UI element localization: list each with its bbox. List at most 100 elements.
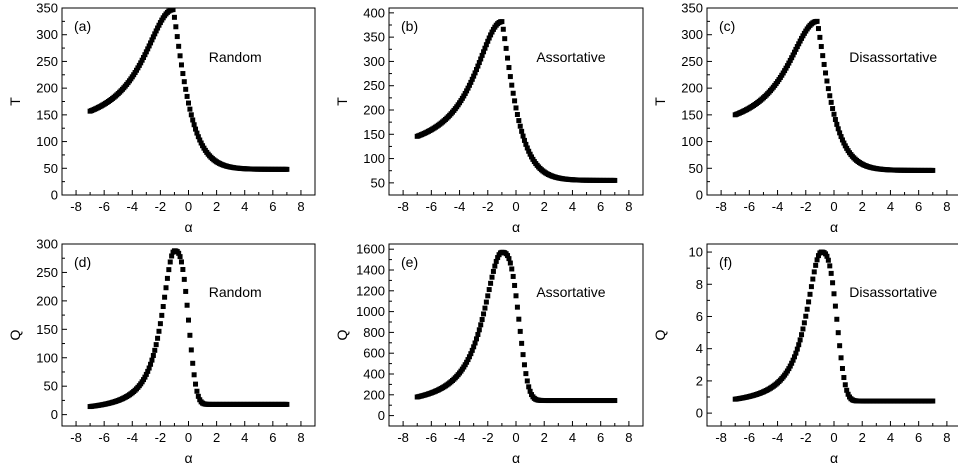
data-point bbox=[841, 140, 847, 146]
panel-c: -8 -6 -4 -2 0 2 4 6 8 0 50 100 150 200 250 300 350 α T (c) D… bbox=[652, 1, 958, 235]
data-point bbox=[835, 330, 841, 336]
panel-b: -8 -6 -4 -2 0 2 4 6 8 50 100 150 200 250 300 350 400 α T (b… bbox=[334, 5, 644, 235]
data-point bbox=[835, 126, 841, 132]
data-point bbox=[807, 291, 813, 297]
y-tick-label: 200 bbox=[36, 293, 58, 308]
data-point bbox=[142, 52, 148, 58]
data-point bbox=[814, 257, 820, 263]
y-tick-label: 300 bbox=[36, 237, 58, 252]
network-type-label: Assortative bbox=[536, 49, 605, 65]
data-point bbox=[821, 61, 827, 67]
data-point bbox=[141, 54, 147, 60]
data-point bbox=[796, 41, 802, 47]
x-tick-label: 6 bbox=[597, 430, 604, 445]
data-point bbox=[510, 273, 516, 279]
y-tick-label: 100 bbox=[681, 134, 703, 149]
data-point bbox=[462, 90, 468, 96]
x-tick-label: -4 bbox=[126, 430, 138, 445]
data-point bbox=[483, 42, 489, 48]
data-point bbox=[499, 19, 505, 25]
data-point bbox=[790, 357, 796, 363]
panel-tag: (f) bbox=[719, 254, 732, 270]
data-point bbox=[155, 335, 161, 341]
y-tick-label: 100 bbox=[36, 134, 58, 149]
x-tick-label: -4 bbox=[454, 199, 466, 214]
series-markers bbox=[414, 249, 618, 404]
x-tick-label: 4 bbox=[887, 430, 894, 445]
data-point bbox=[815, 253, 821, 259]
data-point bbox=[162, 294, 168, 300]
data-point bbox=[794, 44, 800, 50]
x-tick-label: -6 bbox=[744, 430, 756, 445]
y-tick-label: 200 bbox=[36, 81, 58, 96]
x-axis-label: α bbox=[512, 219, 520, 235]
x-tick-label: 8 bbox=[297, 199, 304, 214]
x-tick-label: 6 bbox=[915, 199, 922, 214]
data-point bbox=[152, 31, 158, 37]
y-tick-label: 50 bbox=[689, 161, 703, 176]
data-point bbox=[489, 274, 495, 280]
data-point bbox=[191, 122, 197, 128]
data-point bbox=[145, 368, 151, 374]
panel-tag: (d) bbox=[74, 254, 91, 270]
data-point bbox=[160, 304, 166, 310]
data-point bbox=[150, 352, 156, 358]
data-point bbox=[516, 316, 522, 322]
data-point bbox=[509, 266, 515, 272]
data-point bbox=[509, 82, 515, 88]
data-point bbox=[796, 342, 802, 348]
x-tick-label: -8 bbox=[70, 430, 82, 445]
data-point bbox=[472, 70, 478, 76]
data-point bbox=[783, 65, 789, 71]
data-point bbox=[174, 34, 180, 40]
data-point bbox=[503, 45, 509, 51]
x-tick-label: 0 bbox=[185, 199, 192, 214]
x-tick-label: -4 bbox=[772, 430, 784, 445]
data-point bbox=[146, 365, 152, 371]
data-point bbox=[176, 250, 182, 256]
series-markers bbox=[87, 8, 290, 172]
data-point bbox=[180, 266, 186, 272]
y-tick-label: 0 bbox=[51, 407, 58, 422]
data-point bbox=[195, 134, 201, 140]
data-point bbox=[834, 316, 840, 322]
data-point bbox=[191, 372, 197, 378]
data-point bbox=[811, 269, 817, 275]
data-point bbox=[142, 374, 148, 380]
y-tick-label: 1000 bbox=[356, 304, 385, 319]
data-point bbox=[797, 337, 803, 343]
data-point bbox=[793, 350, 799, 356]
data-point bbox=[512, 282, 518, 288]
data-point bbox=[194, 130, 200, 136]
data-point bbox=[150, 34, 156, 40]
x-tick-label: -4 bbox=[454, 430, 466, 445]
data-point bbox=[500, 26, 506, 32]
x-tick-label: -2 bbox=[800, 430, 812, 445]
series-markers bbox=[732, 18, 936, 173]
data-point bbox=[146, 43, 152, 49]
data-point bbox=[478, 56, 484, 62]
panel-f: -8 -6 -4 -2 0 2 4 6 8 0 2 4 6 8 10 α Q (f) Disassortative bbox=[652, 243, 958, 466]
data-point bbox=[524, 145, 530, 151]
data-point bbox=[178, 62, 184, 68]
data-point bbox=[519, 340, 525, 346]
data-point bbox=[198, 140, 204, 146]
x-axis-label: α bbox=[830, 450, 838, 466]
panel-tag: (a) bbox=[74, 18, 91, 34]
data-point bbox=[164, 275, 170, 281]
data-point bbox=[803, 313, 809, 319]
series-markers bbox=[414, 19, 618, 183]
x-tick-label: 0 bbox=[512, 430, 519, 445]
data-point bbox=[791, 49, 797, 55]
y-axis-label: T bbox=[652, 97, 668, 106]
data-point bbox=[478, 322, 484, 328]
x-tick-label: 4 bbox=[569, 199, 576, 214]
data-point bbox=[479, 317, 485, 323]
y-tick-label: 200 bbox=[363, 387, 385, 402]
x-tick-label: 8 bbox=[943, 430, 950, 445]
data-point bbox=[825, 257, 831, 263]
data-point bbox=[181, 276, 187, 282]
panel-tag: (c) bbox=[719, 18, 735, 34]
data-point bbox=[786, 60, 792, 66]
x-tick-label: -2 bbox=[482, 430, 494, 445]
